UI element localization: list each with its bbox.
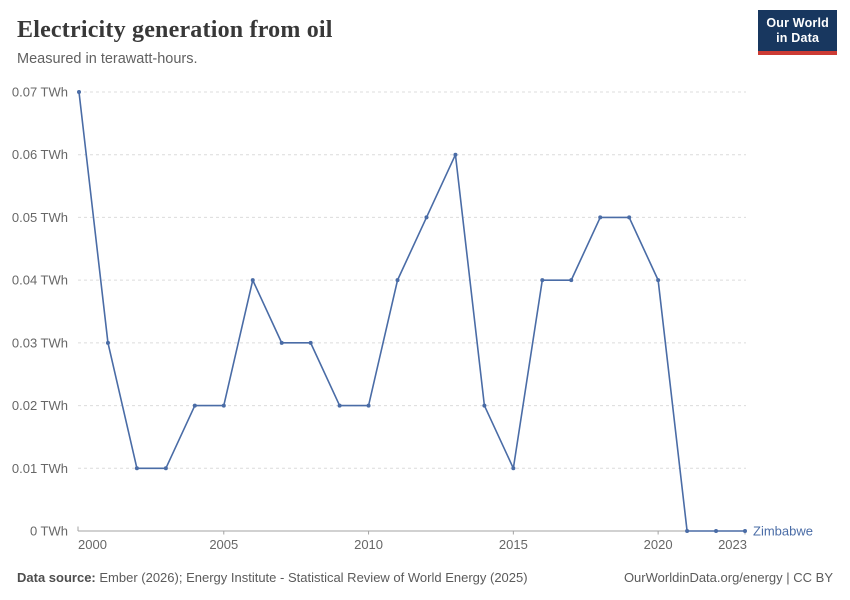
data-point: [540, 278, 545, 283]
owid-logo: Our World in Data: [758, 10, 837, 55]
data-point: [250, 278, 255, 283]
x-axis-tick-label: 2010: [354, 537, 383, 552]
y-axis-tick-label: 0.02 TWh: [12, 398, 68, 413]
y-axis-tick-label: 0.04 TWh: [12, 273, 68, 288]
y-axis-tick-label: 0.03 TWh: [12, 335, 68, 350]
y-axis-tick-label: 0.05 TWh: [12, 210, 68, 225]
y-axis-tick-label: 0 TWh: [30, 524, 68, 539]
page-title: Electricity generation from oil: [17, 17, 333, 43]
y-axis-tick-label: 0.07 TWh: [12, 85, 68, 100]
data-point: [511, 466, 516, 471]
data-point: [453, 152, 458, 157]
x-axis-tick-label: 2015: [499, 537, 528, 552]
data-source-label: Data source:: [17, 570, 96, 585]
y-axis-tick-label: 0.01 TWh: [12, 461, 68, 476]
credit-text: OurWorldinData.org/energy | CC BY: [623, 570, 833, 585]
data-point: [192, 403, 197, 408]
data-point: [627, 215, 632, 220]
chart-subtitle: Measured in terawatt-hours.: [17, 51, 198, 67]
data-point: [598, 215, 603, 220]
data-point: [366, 403, 371, 408]
x-axis-tick-label: 2000: [78, 537, 107, 552]
y-axis-tick-label: 0.06 TWh: [12, 147, 68, 162]
data-point: [308, 340, 313, 345]
x-axis-tick-label: 2020: [644, 537, 673, 552]
data-point: [482, 403, 487, 408]
data-point: [337, 403, 342, 408]
owid-logo-line1: Our World: [766, 16, 829, 30]
data-point: [221, 403, 226, 408]
series-line: [78, 91, 745, 532]
data-point: [105, 340, 110, 345]
data-point: [395, 278, 400, 283]
data-source-text: Ember (2026); Energy Institute - Statist…: [95, 570, 528, 585]
data-point: [134, 466, 139, 471]
data-source-note: Data source: Ember (2026); Energy Instit…: [17, 570, 528, 585]
data-point: [569, 278, 574, 283]
data-point: [743, 529, 747, 533]
data-point: [685, 529, 690, 533]
owid-logo-line2: in Data: [776, 31, 820, 45]
x-axis-tick-label: 2005: [209, 537, 238, 552]
data-point: [656, 278, 661, 283]
data-point: [77, 90, 81, 94]
data-point: [279, 340, 284, 345]
data-point: [424, 215, 429, 220]
series-label: Zimbabwe: [753, 524, 813, 539]
data-point: [714, 529, 719, 533]
data-point: [163, 466, 168, 471]
x-axis-tick-label: 2023: [718, 537, 747, 552]
